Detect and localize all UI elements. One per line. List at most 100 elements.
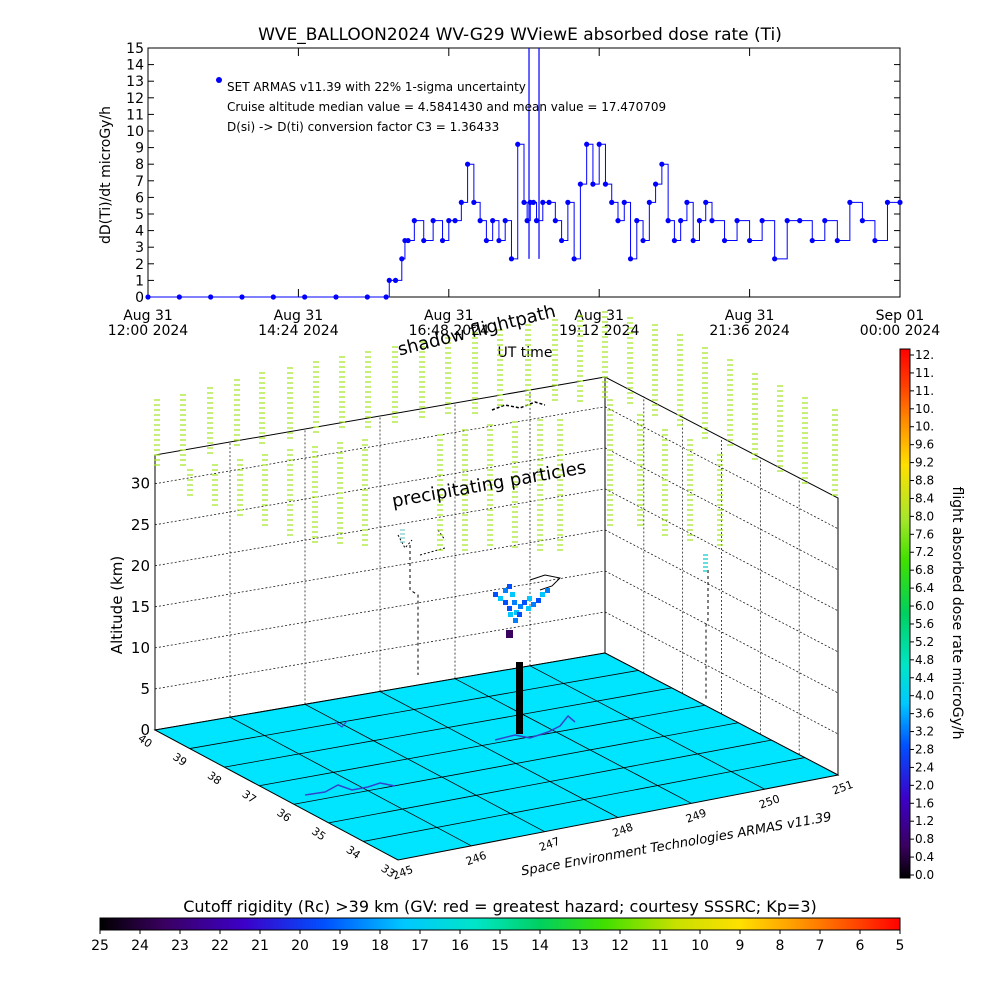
- dose-series-point: [452, 218, 458, 224]
- rc-colorbar-tick-label: 19: [331, 938, 349, 954]
- flight-point: [536, 598, 541, 603]
- dose-y-tick-label: 11: [126, 107, 144, 123]
- longitude-tick-label: 249: [684, 806, 708, 825]
- dose-series-point: [609, 199, 615, 205]
- dose-series-point: [859, 218, 866, 224]
- ground-track-3: [334, 720, 348, 728]
- dose-colorbar-tick-label: 2.0: [915, 778, 934, 792]
- dose-series-point: [596, 141, 602, 147]
- dose-series-point: [515, 141, 521, 147]
- flight-point: [518, 604, 523, 609]
- dose-series-point: [797, 218, 803, 224]
- dose-series-point: [590, 181, 596, 187]
- dose-series-point: [439, 237, 446, 244]
- dose-colorbar-tick-label: 8.0: [915, 509, 934, 523]
- rc-colorbar-tick-label: 25: [91, 938, 109, 954]
- dose-series-point: [552, 218, 558, 224]
- rc-colorbar-tick-label: 9: [736, 938, 745, 954]
- rc-colorbar-tick-label: 10: [691, 938, 709, 954]
- dose-series-point: [684, 199, 690, 205]
- flight-point: [531, 602, 536, 607]
- dose-series-point: [270, 294, 276, 300]
- floor-grid-line: [529, 665, 765, 790]
- dose-series-point: [759, 218, 765, 224]
- dose-x-tick-label-time: 12:00 2024: [108, 323, 189, 339]
- dose-colorbar-tick-label: 7.6: [915, 527, 934, 541]
- dose-series-point: [471, 199, 477, 205]
- dose-colorbar-tick-label: 5.6: [915, 617, 934, 631]
- dose-series-point: [709, 218, 715, 224]
- dose-colorbar-swatch: [899, 348, 911, 879]
- dose-series-point: [772, 256, 778, 262]
- dose-colorbar-ticks: 12. 11. 11. 10. 10. 9.6 9.2 8.8 8.4 8.0 7.6 7.2 6.8 6…: [910, 348, 934, 882]
- dose-series-point: [822, 218, 828, 224]
- dose-colorbar-tick-label: 2.8: [915, 742, 934, 756]
- shadow-path-3: [397, 529, 446, 556]
- rc-colorbar-tick-label: 22: [211, 938, 229, 954]
- dose-series-point: [784, 218, 790, 224]
- dose-colorbar-tick-label: 11.: [915, 366, 934, 380]
- dose-series-point: [671, 237, 678, 244]
- flight-point: [516, 690, 523, 694]
- dose-colorbar-tick-label: 3.2: [915, 725, 934, 739]
- dose-series-point: [747, 237, 753, 244]
- floor-grid-line: [379, 691, 619, 818]
- dose-series-point: [540, 199, 546, 205]
- floor-grid-line: [454, 678, 692, 804]
- wall-grid-line: [154, 570, 606, 649]
- dose-x-tick-label-time: 14:24 2024: [258, 323, 339, 339]
- dose-series-point: [627, 256, 634, 262]
- flight-point: [516, 726, 523, 730]
- dose-series-point: [703, 199, 709, 205]
- dose-colorbar-tick-label: 11.: [915, 384, 934, 398]
- altitude-tick-label: 20: [131, 557, 150, 575]
- wall-grid-line: [154, 529, 606, 608]
- dose-colorbar-tick-label: 0.8: [915, 832, 934, 846]
- rc-colorbar-tick-label: 8: [776, 938, 785, 954]
- ground-track-1: [304, 782, 396, 796]
- dose-series-point: [239, 294, 245, 300]
- flight-point: [493, 592, 498, 597]
- dose-series-point: [577, 181, 584, 187]
- dose-y-tick-label: 8: [135, 157, 144, 173]
- flight-point: [503, 600, 508, 605]
- dose-colorbar-tick-label: 4.8: [915, 653, 934, 667]
- dose-series-point: [809, 237, 815, 244]
- latitude-tick-label: 38: [205, 769, 224, 788]
- longitude-tick-label: 251: [831, 778, 855, 797]
- flight-point: [540, 592, 545, 597]
- flight-point: [516, 686, 523, 690]
- flight-point: [516, 682, 523, 686]
- flight-point: [516, 670, 523, 674]
- rc-colorbar-tick-label: 12: [611, 938, 629, 954]
- dose-x-tick-label-time: 19:12 2024: [559, 323, 640, 339]
- wall-grid-line: [154, 406, 606, 485]
- flight-point: [516, 666, 523, 670]
- longitude-tick-label: 248: [611, 821, 635, 840]
- latitude-tick-label: 35: [309, 825, 328, 844]
- dose-x-tick-label-time: 00:00 2024: [860, 323, 941, 339]
- dose-series-point: [496, 237, 502, 244]
- dose-y-tick-label: 7: [135, 174, 144, 190]
- dose-series-point: [483, 237, 489, 244]
- dose-series-point: [696, 218, 703, 224]
- dose-x-tick-label-date: Aug 31: [574, 308, 624, 324]
- dose-chart-title: WVE_BALLOON2024 WV-G29 WViewE absorbed d…: [258, 25, 782, 45]
- dose-series-point: [734, 218, 740, 224]
- flight-point: [527, 596, 532, 601]
- rc-colorbar-tick-label: 13: [571, 938, 589, 954]
- latitude-tick-label: 39: [170, 750, 189, 769]
- flight-point: [526, 606, 531, 611]
- dose-colorbar-tick-label: 2.4: [915, 760, 934, 774]
- dose-series-point: [533, 218, 540, 224]
- dose-colorbar-tick-label: 7.2: [915, 545, 934, 559]
- flight-point: [503, 588, 508, 593]
- rc-colorbar-swatch: [99, 917, 901, 931]
- rc-colorbar-tick-label: 15: [491, 938, 509, 954]
- dose-colorbar-tick-label: 5.2: [915, 635, 934, 649]
- dose-colorbar-label: flight absorbed dose rate microGy/h: [949, 487, 965, 740]
- rc-colorbar-title: Cutoff rigidity (Rc) >39 km (GV: red = g…: [183, 897, 817, 916]
